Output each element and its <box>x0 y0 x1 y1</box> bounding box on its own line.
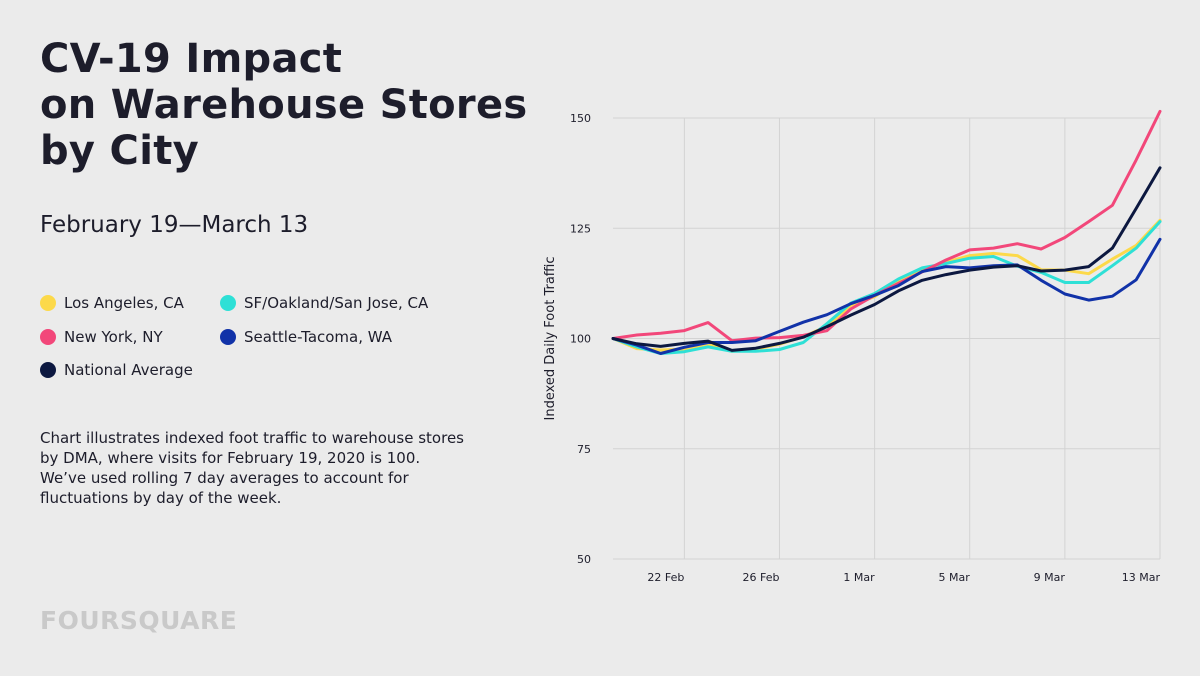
y-tick-label: 150 <box>570 112 591 125</box>
x-tick-label: 22 Feb <box>647 571 684 584</box>
x-tick-label: 1 Mar <box>843 571 875 584</box>
title-line: CV-19 Impact <box>40 36 343 82</box>
series-line <box>611 109 1162 343</box>
brand-logo: FOURSQUARE <box>40 606 238 635</box>
legend-swatch-icon <box>220 295 236 311</box>
y-tick-label: 50 <box>577 553 591 566</box>
legend-label: New York, NY <box>64 328 163 346</box>
legend-item-seattle-tacoma: Seattle-Tacoma, WA <box>220 326 392 348</box>
series-line <box>611 220 1162 355</box>
legend-item-los-angeles: Los Angeles, CA <box>40 292 184 314</box>
legend-item-national-average: National Average <box>40 359 193 381</box>
y-tick-label: 75 <box>577 443 591 456</box>
y-tick-label: 100 <box>570 333 591 346</box>
y-tick-label: 125 <box>570 222 591 235</box>
title-line: on Warehouse Stores <box>40 82 528 128</box>
legend-swatch-icon <box>40 295 56 311</box>
legend-swatch-icon <box>220 329 236 345</box>
legend-label: SF/Oakland/San Jose, CA <box>244 294 429 312</box>
legend-item-sf-oakland-san-jose: SF/Oakland/San Jose, CA <box>220 292 428 314</box>
x-tick-label: 5 Mar <box>938 571 970 584</box>
legend-swatch-icon <box>40 329 56 345</box>
y-axis-label: Indexed Daily Foot Traffic <box>543 256 558 420</box>
page-title: CV-19 Impact on Warehouse Stores by City <box>40 36 528 174</box>
legend-swatch-icon <box>40 362 56 378</box>
legend-label: Los Angeles, CA <box>64 294 184 312</box>
legend: Los Angeles, CA SF/Oakland/San Jose, CA … <box>40 292 480 392</box>
title-line: by City <box>40 128 199 174</box>
x-tick-label: 26 Feb <box>742 571 779 584</box>
x-tick-label: 13 Mar <box>1122 571 1161 584</box>
line-chart: 50 75 100 125 150 22 Feb 26 Feb 1 Mar 5 Mar 9 Mar… <box>543 109 1162 584</box>
subtitle: February 19—March 13 <box>40 212 309 238</box>
legend-label: National Average <box>64 361 193 379</box>
legend-item-new-york: New York, NY <box>40 326 163 348</box>
chart-description: Chart illustrates indexed foot traffic t… <box>40 429 464 507</box>
x-tick-label: 9 Mar <box>1034 571 1066 584</box>
legend-label: Seattle-Tacoma, WA <box>244 328 393 346</box>
series-line <box>611 166 1162 352</box>
series-line <box>611 237 1162 355</box>
